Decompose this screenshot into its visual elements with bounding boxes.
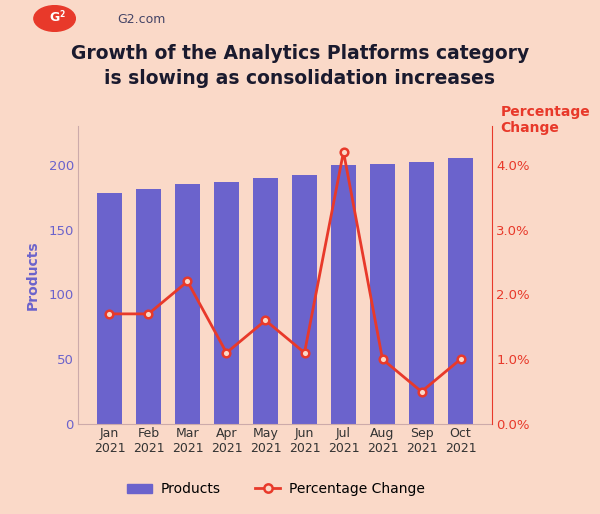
Bar [136, 190, 161, 424]
Bar [409, 162, 434, 424]
Text: G2.com: G2.com [117, 13, 166, 26]
Bar [214, 181, 239, 424]
Bar [253, 178, 278, 424]
Bar [448, 158, 473, 424]
Text: 2: 2 [60, 10, 65, 19]
Bar [175, 184, 200, 424]
Bar [97, 193, 122, 424]
Legend: Products, Percentage Change: Products, Percentage Change [122, 477, 430, 502]
Y-axis label: Percentage
Change: Percentage Change [500, 105, 590, 135]
Text: Growth of the Analytics Platforms category
is slowing as consolidation increases: Growth of the Analytics Platforms catego… [71, 44, 529, 88]
Y-axis label: Products: Products [26, 240, 40, 310]
Bar [370, 163, 395, 424]
Circle shape [34, 6, 76, 31]
Text: G: G [49, 11, 60, 25]
Bar [331, 165, 356, 424]
Bar [292, 175, 317, 424]
